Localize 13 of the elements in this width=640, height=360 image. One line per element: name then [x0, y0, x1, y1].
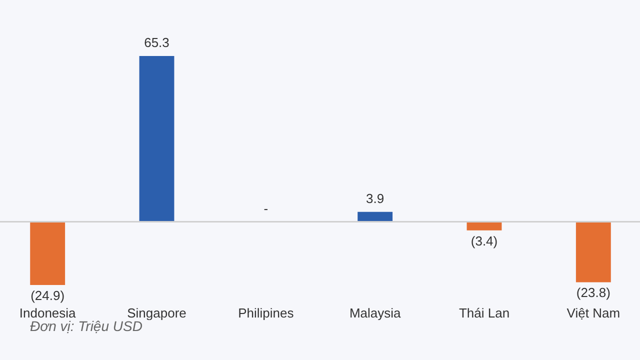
text: Đơn vị: Triệu USD: [30, 318, 142, 334]
x-tick-label: Malaysia: [349, 306, 402, 320]
data-label: 65.3: [144, 35, 170, 50]
x-tick-label: Philipines: [238, 306, 294, 320]
x-tick-label: Việt Nam: [566, 306, 620, 320]
x-tick-label: Singapore: [127, 306, 186, 320]
data-label: 3.9: [366, 190, 384, 206]
data-label: (3.4): [470, 233, 498, 248]
x-tick-label: Indonesia: [19, 306, 77, 320]
data-label: (24.9): [30, 288, 65, 303]
data-label: -: [264, 200, 268, 216]
x-tick-label: Thái Lan: [458, 306, 510, 320]
data-label: (23.8): [576, 285, 610, 300]
